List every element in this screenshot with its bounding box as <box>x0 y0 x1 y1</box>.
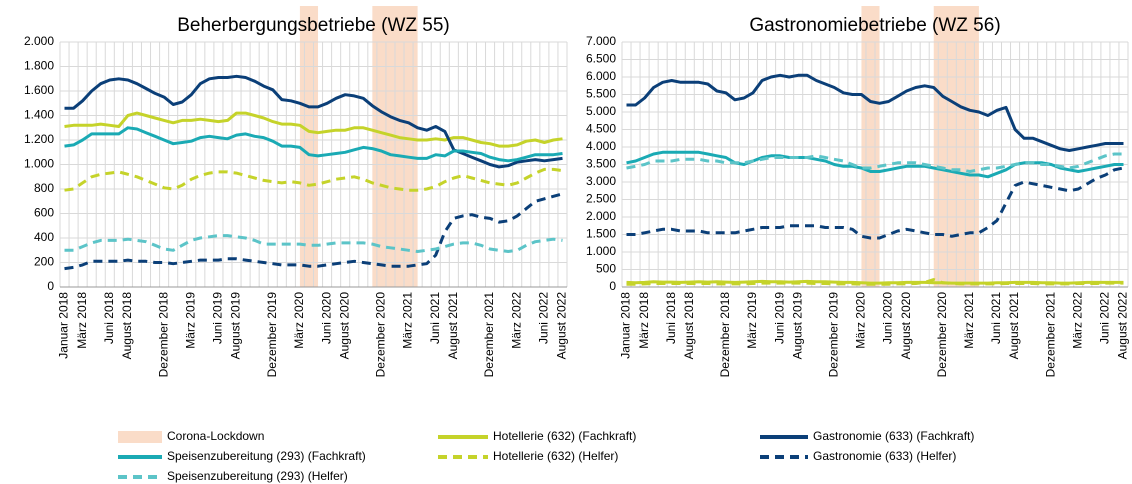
x-tick-label: Juni 2020 <box>319 292 333 344</box>
y-tick-label: 500 <box>596 262 616 276</box>
x-tick-label: August 2020 <box>337 292 351 360</box>
x-tick-label: August 2020 <box>899 292 913 360</box>
series-line <box>626 278 1124 286</box>
legend-label: Hotellerie (632) (Helfer) <box>493 449 618 463</box>
x-tick-label: März 2020 <box>292 292 306 349</box>
y-tick-label: 1.000 <box>24 157 54 171</box>
x-tick-label: März 2022 <box>509 292 523 349</box>
x-tick-label: August 2021 <box>1007 292 1021 360</box>
y-tick-label: 4.500 <box>586 122 616 136</box>
legend-label: Gastronomie (633) (Helfer) <box>813 449 956 463</box>
x-tick-label: Dezember 2021 <box>482 292 496 378</box>
y-tick-label: 2.000 <box>586 209 616 223</box>
x-tick-label: Juni 2020 <box>881 292 895 344</box>
chart-title: Gastronomiebetriebe (WZ 56) <box>749 15 1000 36</box>
x-tick-label: Dezember 2020 <box>374 292 388 378</box>
y-tick-label: 1.800 <box>24 59 54 73</box>
y-tick-label: 400 <box>34 230 54 244</box>
series-line <box>626 152 1124 173</box>
y-tick-label: 3.500 <box>586 157 616 171</box>
y-tick-label: 0 <box>609 279 616 293</box>
legend-swatch <box>118 431 162 443</box>
y-tick-label: 2.000 <box>24 34 54 48</box>
x-tick-label: März 2020 <box>854 292 868 349</box>
series-line <box>64 167 563 192</box>
y-tick-label: 5.500 <box>586 87 616 101</box>
y-tick-label: 1.400 <box>24 108 54 122</box>
y-tick-label: 2.500 <box>586 192 616 206</box>
y-tick-label: 1.500 <box>586 227 616 241</box>
legend-label: Gastronomie (633) (Fachkraft) <box>813 429 974 443</box>
legend-label: Speisenzubereitung (293) (Fachkraft) <box>167 449 366 463</box>
x-tick-label: Juni 2022 <box>1098 292 1112 344</box>
y-tick-label: 1.600 <box>24 83 54 97</box>
x-tick-label: Januar 2018 <box>619 292 633 359</box>
x-tick-label: Juni 2021 <box>428 292 442 344</box>
x-tick-label: August 2021 <box>446 292 460 360</box>
legend-label: Hotellerie (632) (Fachkraft) <box>493 429 636 443</box>
y-tick-label: 6.000 <box>586 69 616 83</box>
series-line <box>626 166 1124 240</box>
x-tick-label: Dezember 2019 <box>827 292 841 378</box>
y-tick-label: 6.500 <box>586 52 616 66</box>
x-tick-label: März 2018 <box>637 292 651 349</box>
y-tick-label: 0 <box>47 279 54 293</box>
x-tick-label: Juni 2021 <box>989 292 1003 344</box>
x-tick-label: März 2019 <box>183 292 197 349</box>
x-tick-label: März 2019 <box>745 292 759 349</box>
x-tick-label: Juni 2022 <box>537 292 551 344</box>
legend-label: Corona-Lockdown <box>167 429 264 443</box>
x-tick-label: August 2018 <box>682 292 696 360</box>
y-tick-label: 1.200 <box>24 132 54 146</box>
x-tick-label: Dezember 2018 <box>718 292 732 378</box>
x-tick-label: August 2022 <box>1116 292 1130 360</box>
y-tick-label: 600 <box>34 206 54 220</box>
x-tick-label: August 2022 <box>555 292 569 360</box>
x-tick-label: Januar 2018 <box>57 292 71 359</box>
series-line <box>64 111 563 148</box>
series-line <box>64 234 563 253</box>
y-tick-label: 200 <box>34 255 54 269</box>
series-line <box>64 74 563 169</box>
x-tick-label: August 2019 <box>229 292 243 360</box>
y-tick-label: 800 <box>34 181 54 195</box>
y-tick-label: 3.000 <box>586 174 616 188</box>
x-tick-label: Dezember 2018 <box>156 292 170 378</box>
y-tick-label: 1.000 <box>586 244 616 258</box>
x-tick-label: August 2019 <box>790 292 804 360</box>
y-tick-label: 7.000 <box>586 34 616 48</box>
x-tick-label: Dezember 2019 <box>265 292 279 378</box>
x-tick-label: Juni 2019 <box>211 292 225 344</box>
y-tick-label: 4.000 <box>586 139 616 153</box>
x-tick-label: März 2022 <box>1070 292 1084 349</box>
x-tick-label: März 2021 <box>401 292 415 349</box>
series-line <box>626 73 1124 152</box>
y-tick-label: 5.000 <box>586 104 616 118</box>
x-tick-label: Juni 2019 <box>772 292 786 344</box>
x-tick-label: Dezember 2021 <box>1043 292 1057 378</box>
x-tick-label: März 2021 <box>962 292 976 349</box>
x-tick-label: Juni 2018 <box>102 292 116 344</box>
x-tick-label: Dezember 2020 <box>935 292 949 378</box>
x-tick-label: August 2018 <box>120 292 134 360</box>
series-line <box>64 126 563 163</box>
legend-label: Speisenzubereitung (293) (Helfer) <box>167 469 348 483</box>
x-tick-label: März 2018 <box>75 292 89 349</box>
chart-title: Beherbergungsbetriebe (WZ 55) <box>177 15 449 36</box>
x-tick-label: Juni 2018 <box>664 292 678 344</box>
